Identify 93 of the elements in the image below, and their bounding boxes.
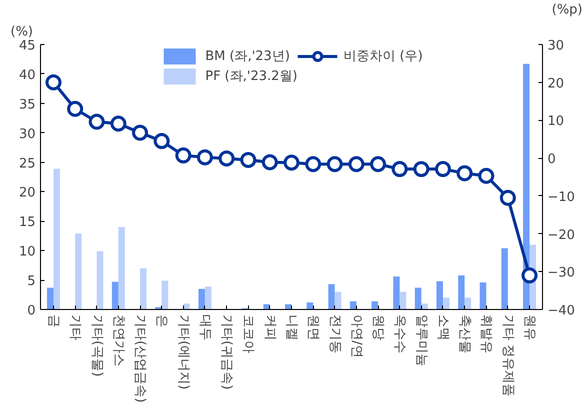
y-tick-label: 25 bbox=[18, 156, 36, 172]
point bbox=[45, 74, 62, 90]
point bbox=[456, 165, 473, 182]
point bbox=[348, 156, 364, 172]
bar bbox=[414, 288, 422, 310]
x-tick-label: 축산물 bbox=[457, 314, 472, 354]
x-tick-label: 기타(산업금속) bbox=[132, 314, 148, 403]
legend-label: 비중차이 (우) bbox=[343, 48, 423, 65]
bar bbox=[464, 298, 472, 310]
x-tick-label: 대두 bbox=[197, 314, 212, 340]
y-tick-label: 15 bbox=[18, 215, 36, 230]
x-tick-label: 니켈 bbox=[284, 314, 299, 340]
x-tick-label: 기타(귀금속) bbox=[219, 314, 234, 390]
y-tick-label: 5 bbox=[27, 274, 36, 290]
y2-tick-label: 20 bbox=[548, 76, 564, 92]
bar bbox=[118, 227, 125, 310]
bar bbox=[436, 281, 443, 310]
bar bbox=[75, 234, 82, 310]
y2-tick-label: −20 bbox=[548, 228, 575, 243]
x-tick-label: 기타 bbox=[68, 314, 83, 340]
point bbox=[262, 154, 278, 170]
y-tick-label: 40 bbox=[18, 68, 36, 83]
x-tick-label: 원면 bbox=[306, 314, 321, 340]
x-tick-label: 기타(곡물) bbox=[89, 314, 104, 377]
x-tick-label: 휘발유 bbox=[478, 314, 494, 354]
x-tick-label: 옥수수 bbox=[392, 314, 408, 354]
point bbox=[500, 190, 516, 206]
bar bbox=[204, 286, 212, 310]
point bbox=[88, 114, 105, 130]
bar bbox=[96, 251, 104, 310]
x-tick-label: 소맥 bbox=[435, 314, 450, 340]
point bbox=[392, 161, 408, 178]
bar bbox=[306, 302, 314, 310]
bar bbox=[53, 168, 60, 310]
x-tick-label: 원당 bbox=[370, 314, 386, 340]
x-tick-label: 전기동 bbox=[327, 314, 342, 354]
bar bbox=[501, 248, 508, 310]
bar bbox=[328, 284, 335, 310]
point bbox=[305, 156, 322, 172]
y-tick-label: 45 bbox=[18, 38, 36, 54]
y-tick-label: 10 bbox=[18, 244, 36, 260]
point bbox=[434, 161, 451, 178]
point bbox=[175, 147, 192, 164]
point bbox=[132, 124, 148, 141]
y2-tick-label: 30 bbox=[548, 38, 564, 54]
bar bbox=[140, 268, 147, 310]
point bbox=[196, 149, 213, 166]
bar bbox=[46, 288, 54, 310]
point bbox=[110, 116, 126, 132]
y2-tick-label: 10 bbox=[548, 114, 564, 130]
y2-tick-label: 0 bbox=[548, 152, 556, 168]
x-tick-label: 알루미늄 bbox=[414, 314, 429, 366]
y2-tick-label: −10 bbox=[548, 190, 575, 205]
y-tick-label: 30 bbox=[18, 126, 36, 142]
y-axis-title: (%) bbox=[10, 24, 33, 40]
bar bbox=[162, 280, 168, 310]
point bbox=[284, 154, 300, 171]
x-tick-label: 코코아 bbox=[240, 314, 256, 354]
y2-axis-title: (%p) bbox=[552, 2, 582, 18]
x-tick-label: 은 bbox=[154, 314, 170, 328]
legend-label: PF (좌,'23.2월) bbox=[205, 68, 298, 85]
bar bbox=[523, 64, 530, 310]
point bbox=[240, 152, 256, 168]
y-tick-label: 35 bbox=[18, 97, 36, 112]
point bbox=[67, 100, 84, 117]
y-tick-label: 0 bbox=[27, 304, 36, 318]
x-tick-label: 원유 bbox=[522, 314, 538, 340]
point bbox=[413, 161, 430, 178]
point bbox=[326, 156, 343, 172]
y2-tick-label: −30 bbox=[548, 266, 575, 281]
point bbox=[522, 267, 538, 284]
x-tick-label: 기타 정유제품 bbox=[500, 314, 516, 397]
bar bbox=[480, 282, 486, 310]
y-tick-label: 20 bbox=[18, 186, 36, 201]
x-tick-label: 기타(에너지) bbox=[176, 314, 191, 390]
bar bbox=[112, 282, 118, 310]
bar bbox=[442, 298, 450, 310]
bar bbox=[400, 292, 406, 310]
x-tick-label: 커피 bbox=[262, 314, 278, 340]
y2-tick-label: −40 bbox=[548, 304, 575, 318]
point bbox=[218, 150, 235, 166]
point bbox=[478, 168, 494, 184]
x-tick-label: 아연/연 bbox=[348, 314, 364, 358]
bar bbox=[372, 301, 378, 310]
bar bbox=[334, 292, 342, 310]
bar bbox=[393, 276, 400, 310]
x-tick-label: 금 bbox=[46, 314, 61, 328]
point bbox=[154, 133, 170, 150]
point bbox=[370, 156, 386, 172]
legend-label: BM (좌,'23년) bbox=[205, 48, 290, 65]
x-tick-label: 천연가스 bbox=[110, 314, 126, 366]
bar bbox=[458, 275, 465, 310]
bar bbox=[198, 288, 205, 310]
